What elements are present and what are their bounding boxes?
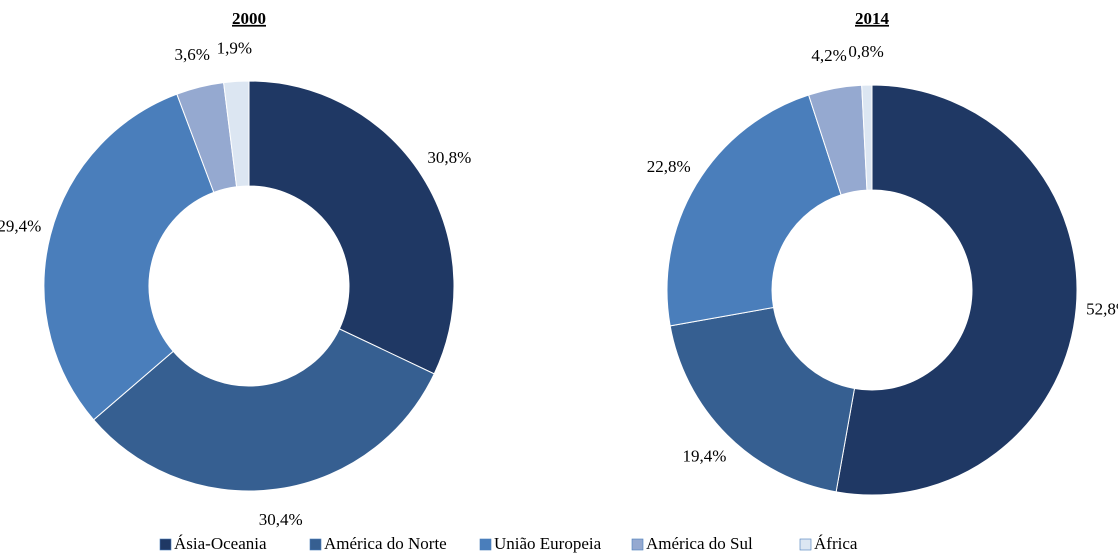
legend-swatch	[479, 538, 492, 551]
data-label: 1,9%	[217, 38, 252, 57]
legend-label: União Europeia	[494, 534, 602, 553]
data-label: 22,8%	[647, 157, 691, 176]
data-label: 52,8%	[1086, 300, 1118, 319]
legend-label: Ásia-Oceania	[174, 534, 267, 553]
data-label: 30,8%	[427, 148, 471, 167]
legend-swatch	[159, 538, 172, 551]
data-label: 3,6%	[175, 45, 210, 64]
donut-slice	[43, 93, 215, 421]
legend-label: América do Norte	[324, 534, 447, 553]
data-label: 29,4%	[0, 216, 41, 235]
donut-slice	[835, 84, 1078, 496]
donut-slice	[92, 328, 435, 492]
legend-swatch	[631, 538, 644, 551]
legend-label: América do Sul	[646, 534, 753, 553]
legend-swatch	[309, 538, 322, 551]
data-label: 4,2%	[811, 46, 846, 65]
data-label: 19,4%	[682, 446, 726, 465]
donut-slice	[861, 84, 873, 191]
chart-title: 2014	[855, 9, 890, 28]
donut-slice	[248, 80, 455, 375]
legend-swatch	[799, 538, 812, 551]
legend-label: África	[814, 534, 858, 553]
data-label: 30,4%	[259, 510, 303, 529]
donut-slice	[666, 94, 842, 327]
donut-slice	[669, 306, 856, 493]
chart-title: 2000	[232, 9, 266, 28]
data-label: 0,8%	[848, 42, 883, 61]
donut-slice	[223, 80, 250, 188]
